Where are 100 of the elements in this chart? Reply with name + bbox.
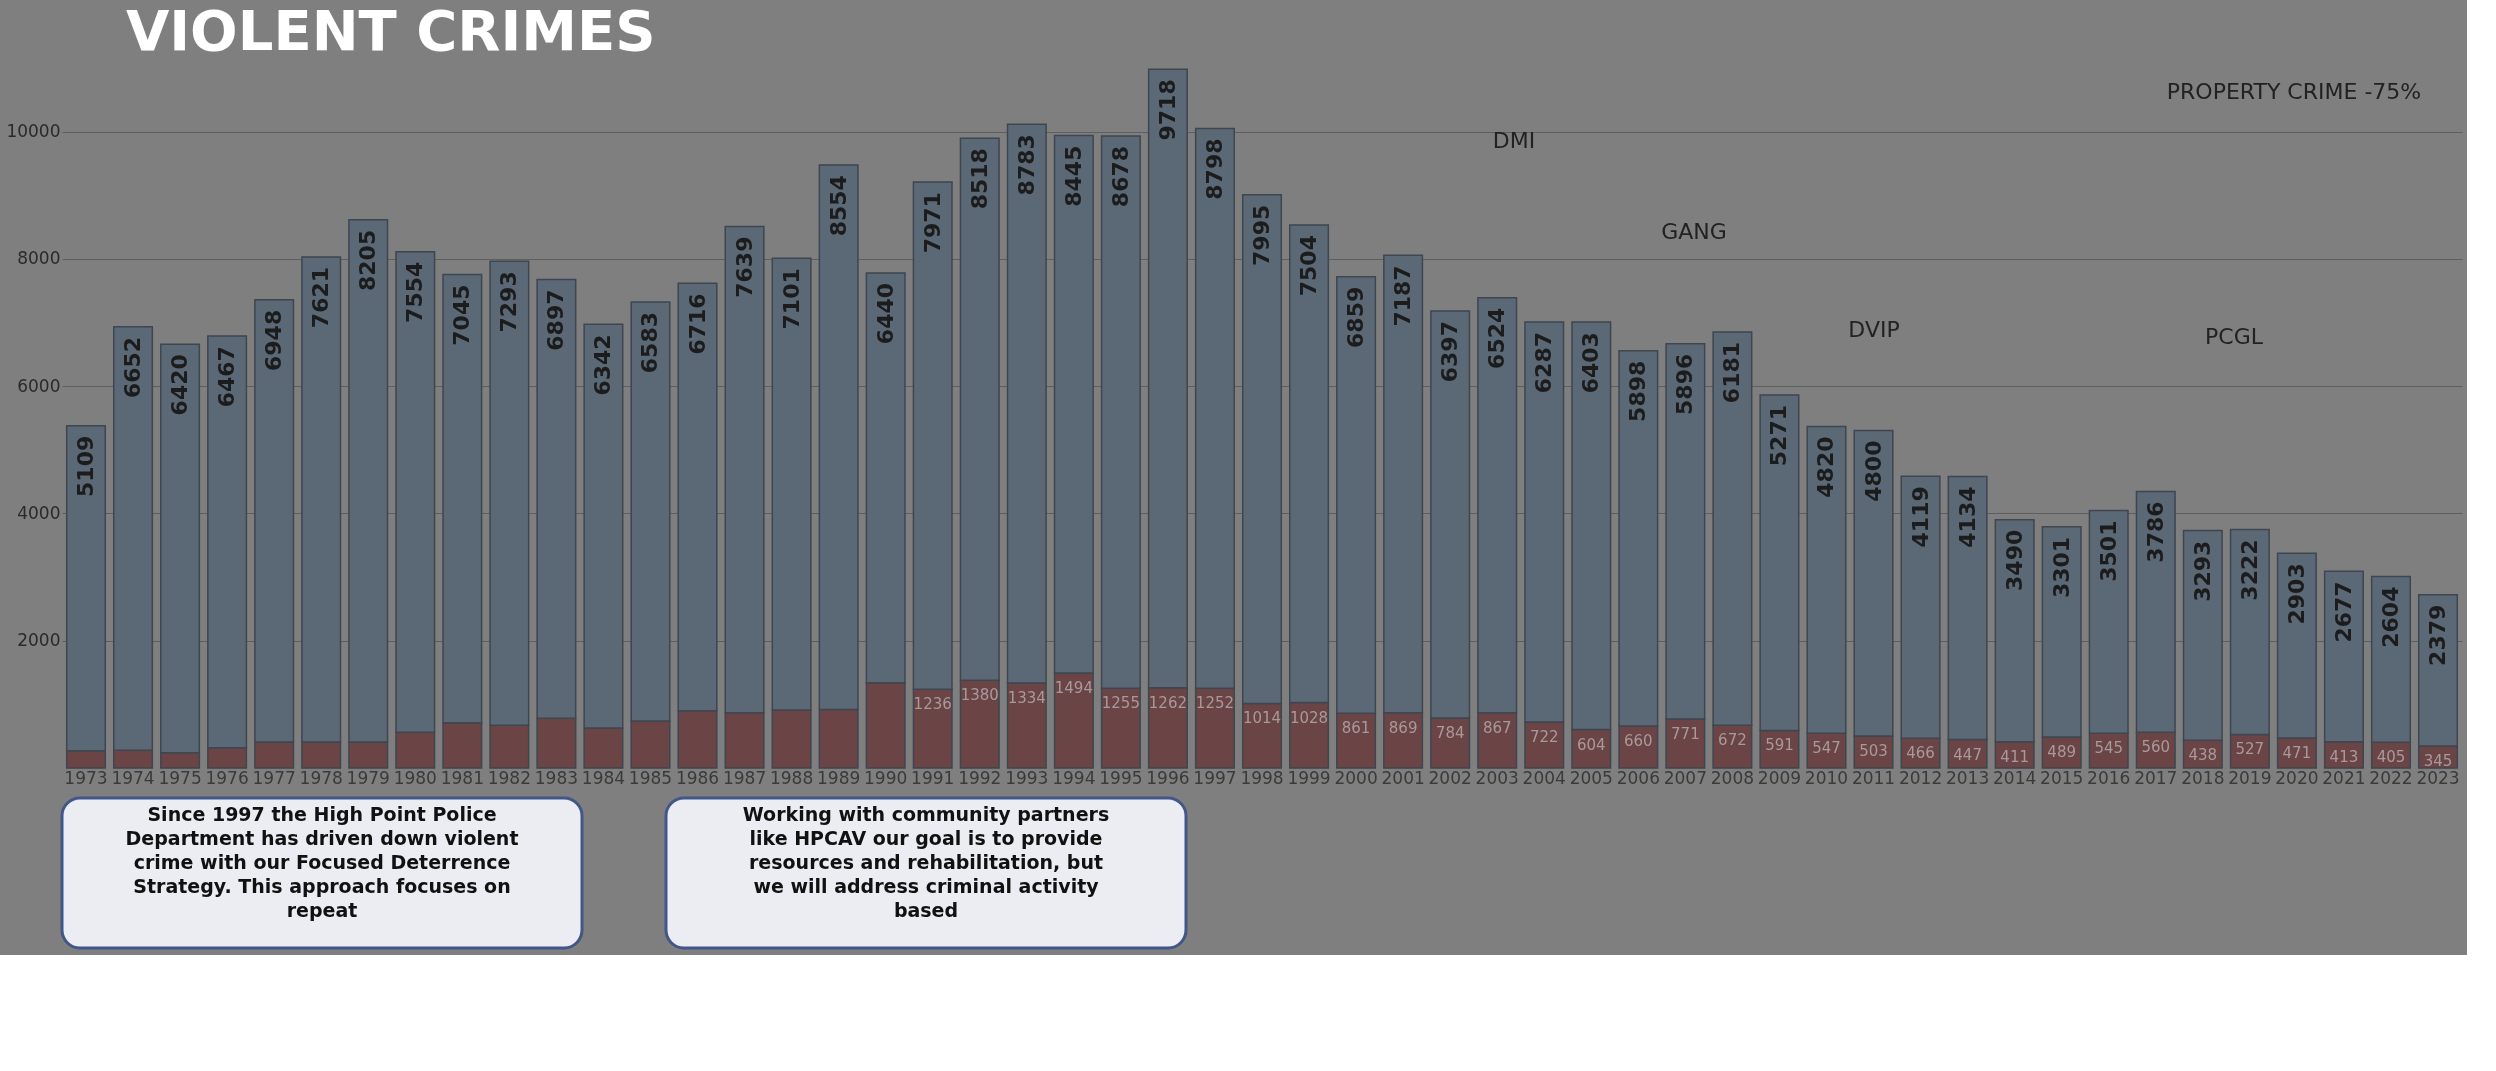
annotation: PROPERTY CRIME -75% (2166, 79, 2422, 104)
x-tick-label: 2016 (2087, 767, 2131, 788)
x-tick-label: 2005 (1569, 767, 1613, 788)
data-label: 411 (2000, 747, 2029, 766)
data-label: 4119 (1907, 486, 1933, 548)
x-tick-label: 1990 (864, 767, 908, 788)
data-label: 6467 (214, 346, 240, 408)
x-tick-label: 2007 (1663, 767, 1707, 788)
data-label: 3501 (2095, 520, 2121, 582)
data-label: 8518 (966, 148, 992, 210)
chart-title: VIOLENT CRIMES (125, 0, 656, 63)
data-label: 7187 (1390, 265, 1416, 327)
x-tick-label: 2004 (1522, 767, 1566, 788)
x-tick-label: 1984 (581, 767, 626, 788)
data-label: 471 (2282, 744, 2312, 763)
x-tick-label: 1983 (534, 767, 579, 788)
x-tick-label: 2006 (1616, 767, 1660, 788)
data-label: 604 (1576, 735, 1606, 754)
text: Since 1997 the High Point Police Department has driven down violent crime with our Focused Deterrence Strategy. This approach focuses on repeat (125, 803, 519, 921)
x-tick-label: 1987 (722, 767, 767, 788)
data-label: 4134 (1954, 486, 1980, 548)
annotation: DVIP (1848, 317, 1900, 342)
x-tick-label: 1977 (252, 767, 296, 788)
data-label: 4800 (1860, 440, 1886, 502)
data-label: 447 (1953, 745, 1982, 764)
data-label: 8205 (355, 229, 381, 292)
data-label: 6716 (684, 293, 710, 355)
data-label: 6583 (637, 311, 663, 374)
x-tick-label: 2009 (1757, 767, 1802, 788)
data-label: 8554 (825, 175, 851, 237)
data-label: 1380 (960, 686, 999, 705)
x-tick-label: 2019 (2228, 767, 2272, 788)
data-label: 6420 (167, 354, 193, 416)
annotation: GANG (1661, 219, 1727, 244)
data-label: 7554 (402, 261, 428, 323)
x-tick-label: 2002 (1428, 767, 1472, 788)
x-tick-label: 1974 (111, 767, 155, 788)
data-label: 6524 (1484, 307, 1510, 369)
data-label: 722 (1529, 728, 1559, 747)
data-label: 2379 (2425, 604, 2451, 666)
x-tick-label: 1985 (628, 767, 673, 788)
data-label: 5896 (1672, 353, 1698, 415)
data-label: 5109 (72, 435, 98, 497)
data-label: 7995 (1249, 204, 1274, 266)
annotation: DMI (1492, 128, 1536, 153)
data-label: 1262 (1148, 693, 1188, 712)
x-tick-label: 1996 (1146, 767, 1190, 788)
x-tick-label: 2014 (1993, 767, 2037, 788)
x-tick-label: 1989 (817, 767, 861, 788)
data-label: 7971 (919, 192, 945, 254)
x-tick-label: 2001 (1381, 767, 1425, 788)
data-label: 8798 (1201, 138, 1227, 200)
x-tick-label: 2017 (2134, 767, 2178, 788)
x-tick-label: 2011 (1851, 767, 1896, 788)
y-tick-label: 4000 (17, 502, 61, 523)
x-tick-label: 2012 (1898, 767, 1943, 788)
x-tick-label: 1988 (769, 767, 814, 788)
data-label: 6181 (1719, 341, 1745, 404)
data-label: 3222 (2236, 539, 2262, 601)
data-label: 6342 (590, 334, 616, 396)
data-label: 1255 (1101, 694, 1140, 713)
data-label: 8783 (1013, 134, 1039, 196)
data-label: 1334 (1007, 689, 1046, 708)
x-tick-label: 2000 (1334, 767, 1378, 788)
data-label: 8445 (1060, 145, 1086, 207)
x-tick-label: 2022 (2369, 767, 2413, 788)
data-label: 591 (1765, 736, 1794, 755)
x-tick-label: 1980 (393, 767, 437, 788)
y-tick-label: 2000 (17, 630, 61, 651)
x-tick-label: 1976 (205, 767, 249, 788)
data-label: 869 (1388, 718, 1418, 737)
x-tick-label: 2003 (1475, 767, 1519, 788)
data-label: 413 (2329, 747, 2359, 766)
data-label: 6652 (120, 336, 146, 399)
x-tick-label: 1998 (1240, 767, 1284, 788)
data-label: 867 (1482, 718, 1512, 737)
data-label: 2604 (2377, 586, 2403, 648)
x-tick-label: 2021 (2322, 767, 2366, 788)
data-label: 6948 (261, 309, 287, 371)
data-label: 1494 (1054, 678, 1093, 697)
data-label: 1028 (1289, 708, 1329, 727)
data-label: 3293 (2189, 540, 2215, 602)
data-label: 7621 (308, 266, 334, 329)
x-tick-label: 1986 (675, 767, 720, 788)
data-label: 2903 (2283, 563, 2309, 625)
x-tick-label: 1975 (158, 767, 202, 788)
data-label: 3490 (2001, 529, 2027, 591)
x-tick-label: 2008 (1710, 767, 1755, 788)
data-label: 9718 (1154, 79, 1180, 141)
data-label: 6440 (872, 282, 898, 345)
data-label: 771 (1671, 724, 1700, 743)
data-label: 3301 (2048, 536, 2074, 599)
data-label: 2677 (2330, 581, 2356, 643)
x-tick-label: 2018 (2181, 767, 2225, 788)
text: Working with community partners like HPCAV our goal is to provide resources and rehabilitation, but we will address criminal activity based (742, 803, 1110, 921)
data-label: 5271 (1766, 404, 1792, 467)
x-tick-label: 1994 (1052, 767, 1096, 788)
data-label: 1014 (1242, 709, 1282, 728)
data-label: 438 (2188, 746, 2218, 765)
data-label: 503 (1859, 741, 1888, 760)
